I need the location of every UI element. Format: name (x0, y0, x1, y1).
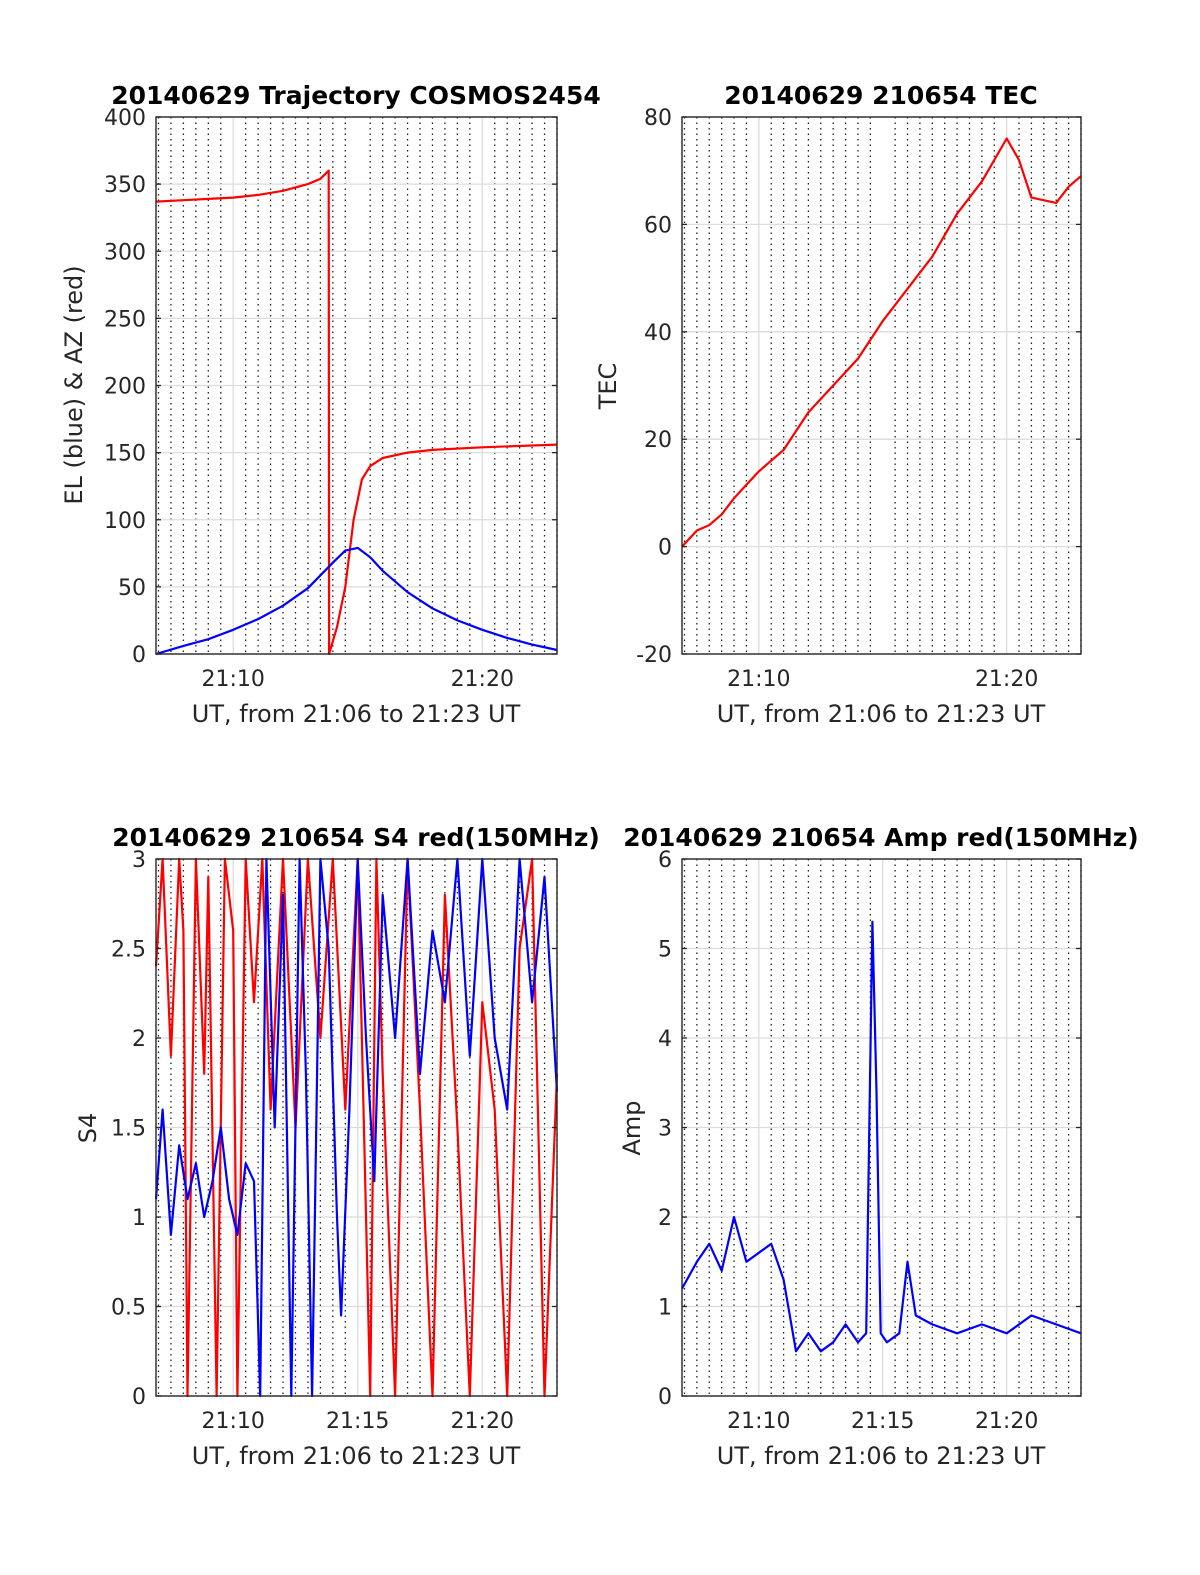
x-tick-label: 21:20 (451, 667, 514, 692)
y-tick-label: 50 (118, 576, 146, 601)
y-tick-label: 3 (658, 1117, 672, 1142)
panel-trajectory-title: 20140629 Trajectory COSMOS2454 (111, 81, 601, 110)
y-tick-label: 6 (658, 848, 672, 873)
y-tick-label: 1 (132, 1206, 146, 1231)
panel-amp: 20140629 210654 Amp red(150MHz) UT, from… (618, 823, 1139, 1470)
y-tick-label: 350 (104, 173, 146, 198)
x-tick-label: 21:10 (727, 667, 790, 692)
y-tick-label: 400 (104, 106, 146, 131)
panel-tec-title: 20140629 210654 TEC (724, 81, 1037, 110)
y-tick-label: 300 (104, 240, 146, 265)
y-tick-label: 40 (644, 321, 672, 346)
panel-amp-title: 20140629 210654 Amp red(150MHz) (623, 823, 1139, 852)
y-tick-label: 0.5 (111, 1296, 146, 1321)
panel-amp-ylabel: Amp (618, 1100, 646, 1155)
panel-tec-xlabel: UT, from 21:06 to 21:23 UT (717, 700, 1046, 728)
y-tick-label: -20 (636, 643, 672, 668)
panel-tec: 20140629 210654 TEC UT, from 21:06 to 21… (594, 81, 1082, 728)
y-tick-label: 250 (104, 307, 146, 332)
panel-s4-ylabel: S4 (74, 1113, 102, 1144)
x-tick-label: 21:20 (975, 1409, 1038, 1434)
y-tick-label: 150 (104, 442, 146, 467)
s4-series-0-line (154, 857, 559, 1398)
y-tick-label: 0 (658, 536, 672, 561)
x-tick-label: 21:15 (326, 1409, 389, 1434)
trajectory-series-1-line (155, 546, 558, 656)
panel-amp-xlabel: UT, from 21:06 to 21:23 UT (717, 1442, 1046, 1470)
y-tick-label: 2 (658, 1206, 672, 1231)
y-tick-label: 20 (644, 428, 672, 453)
s4-series-1-line (154, 857, 559, 1398)
y-tick-label: 0 (132, 1385, 146, 1410)
y-tick-label: 200 (104, 375, 146, 400)
x-tick-label: 21:15 (851, 1409, 914, 1434)
panel-s4-xlabel: UT, from 21:06 to 21:23 UT (192, 1442, 521, 1470)
amp-series-0-line (681, 920, 1082, 1353)
panel-s4-title: 20140629 210654 S4 red(150MHz) (112, 823, 600, 852)
y-tick-label: 5 (658, 938, 672, 963)
y-tick-label: 1.5 (111, 1117, 146, 1142)
y-tick-label: 1 (658, 1296, 672, 1321)
panel-trajectory: 20140629 Trajectory COSMOS2454 UT, from … (60, 81, 601, 728)
y-tick-label: 0 (658, 1385, 672, 1410)
x-tick-label: 21:20 (451, 1409, 514, 1434)
y-tick-label: 2 (132, 1027, 146, 1052)
y-tick-label: 80 (644, 106, 672, 131)
panel-tec-ylabel: TEC (594, 363, 622, 411)
y-tick-label: 100 (104, 509, 146, 534)
x-tick-label: 21:10 (202, 667, 265, 692)
y-tick-label: 3 (132, 848, 146, 873)
panel-trajectory-ylabel: EL (blue) & AZ (red) (60, 265, 88, 504)
axes-frame (681, 116, 1082, 655)
panel-s4: 20140629 210654 S4 red(150MHz) UT, from … (74, 823, 600, 1470)
x-tick-label: 21:20 (975, 667, 1038, 692)
panel-trajectory-xlabel: UT, from 21:06 to 21:23 UT (192, 700, 521, 728)
tec-series-0-line (681, 137, 1082, 548)
y-tick-label: 60 (644, 213, 672, 238)
y-tick-label: 0 (132, 643, 146, 668)
y-tick-label: 2.5 (111, 938, 146, 963)
x-tick-label: 21:10 (727, 1409, 790, 1434)
x-tick-label: 21:10 (202, 1409, 265, 1434)
y-tick-label: 4 (658, 1027, 672, 1052)
trajectory-series-0-line (155, 169, 558, 656)
